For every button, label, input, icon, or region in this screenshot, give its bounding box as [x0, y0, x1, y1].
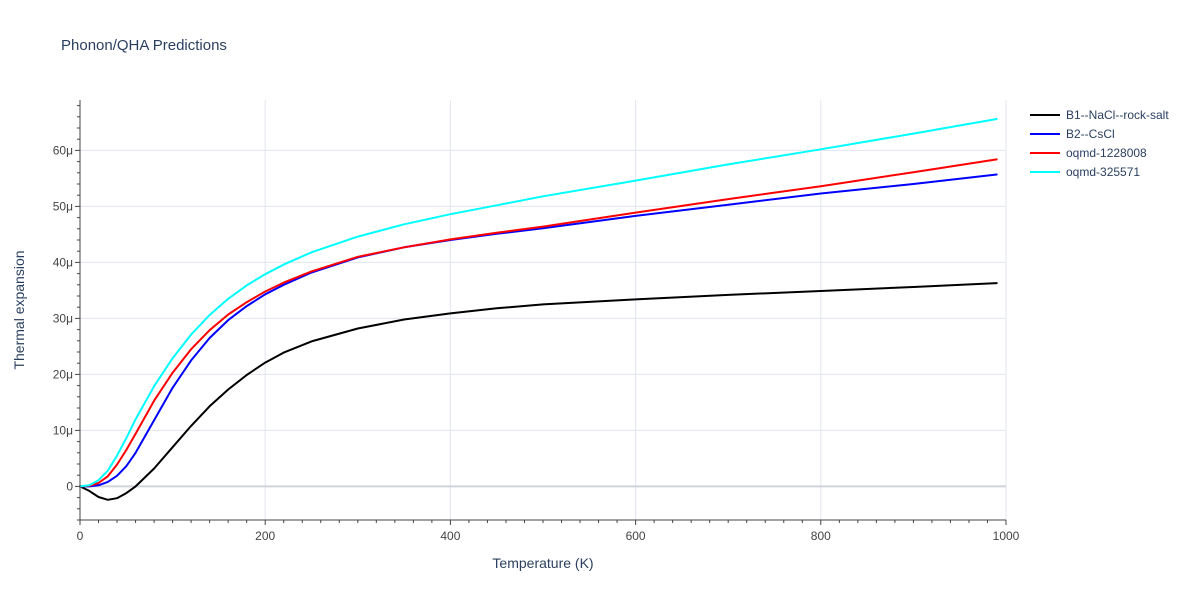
y-tick-label: 30μ [53, 311, 73, 325]
legend-label: oqmd-325571 [1066, 165, 1140, 179]
series-line-b2-cscl [79, 173, 998, 488]
axes-layer: 0 200 400 600 800 1000 0 10μ 20μ 30μ 40μ 50μ 60μ [53, 100, 1020, 543]
series-line-oqmd-1228008 [79, 158, 998, 488]
chart-title: Phonon/QHA Predictions [61, 37, 227, 54]
grid-layer [80, 100, 1007, 520]
y-tick-label: 20μ [53, 367, 73, 381]
y-tick-label: 40μ [53, 255, 73, 269]
series-line-oqmd-325571 [79, 118, 998, 488]
y-tick-label: 10μ [53, 423, 73, 437]
legend-label: B2--CsCl [1066, 127, 1115, 141]
x-tick-label: 600 [626, 529, 646, 543]
x-tick-label: 200 [255, 529, 275, 543]
legend-label: B1--NaCl--rock-salt [1066, 108, 1169, 122]
x-tick-label: 800 [811, 529, 831, 543]
x-tick-label: 0 [77, 529, 84, 543]
series-line-b1-nacl-rock-salt [79, 282, 998, 501]
x-axis-title: Temperature (K) [492, 555, 593, 571]
legend: B1--NaCl--rock-salt B2--CsCl oqmd-1228008 o… [1030, 108, 1169, 179]
x-tick-label: 400 [440, 529, 460, 543]
series-layer [79, 118, 998, 501]
y-axis-title: Thermal expansion [11, 250, 27, 369]
y-tick-label: 0 [66, 479, 73, 493]
y-tick-label: 60μ [53, 143, 73, 157]
legend-label: oqmd-1228008 [1066, 146, 1147, 160]
y-tick-label: 50μ [53, 199, 73, 213]
x-tick-label: 1000 [993, 529, 1020, 543]
